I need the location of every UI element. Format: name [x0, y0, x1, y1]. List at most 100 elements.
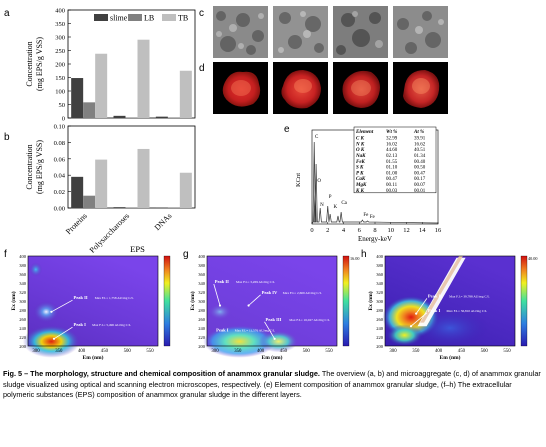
intensity-peak [29, 262, 43, 277]
x-tick-label: 12 [403, 227, 410, 234]
bar-TB [179, 70, 192, 118]
sem-image-4 [393, 6, 448, 58]
intensity-peak [411, 308, 489, 348]
y-tick-label: 220 [198, 335, 206, 340]
y-tick-label: 0.10 [54, 124, 65, 131]
table-cell: NaK [355, 154, 366, 159]
y-tick-label: 340 [198, 281, 206, 286]
legend-swatch-slime [94, 14, 108, 21]
panel-label-a: a [4, 8, 10, 19]
caption-label: Fig. 5 – The morphology, structure and c… [3, 369, 320, 378]
x-axis-label: Em (nm) [83, 354, 104, 361]
y-tick-label: 0.02 [54, 189, 65, 196]
x-tick-label: 450 [280, 349, 288, 354]
panel-label-b: b [4, 132, 10, 143]
table-cell: MgK [355, 183, 367, 188]
y-tick-label: 250 [55, 48, 65, 55]
colorbar [342, 255, 350, 347]
intensity-peak [259, 330, 298, 353]
peak-annotation-name: Peak I [428, 308, 441, 313]
y-tick-label: 0.04 [54, 173, 66, 180]
y-tick-label: 360 [376, 272, 384, 277]
x-tick-label: 0 [310, 227, 313, 234]
granule-optical [222, 71, 261, 107]
y-tick-label: 220 [376, 335, 384, 340]
chart-a-eps-concentration: 0 50 100 150 200 250 300 350 400 Concentration (mg… [25, 8, 196, 123]
category-label: DNAs [153, 211, 174, 232]
category-label: Polysaccharoses [88, 211, 131, 254]
panel-label-e: e [284, 124, 290, 135]
sem-texture [213, 6, 268, 58]
optical-image-3 [333, 62, 388, 114]
table-cell: 40.51 [414, 148, 426, 153]
x-tick-label: 550 [503, 349, 511, 354]
peak-label: C [315, 135, 319, 140]
table-cell: P K [356, 171, 364, 176]
y-tick-label: 260 [198, 317, 206, 322]
x-tick-label: 8 [373, 227, 376, 234]
legend-label-LB: LB [144, 14, 154, 23]
table-cell: 00.40 [414, 160, 426, 165]
y-tick-label: 50 [59, 102, 66, 109]
granule-optical [342, 70, 380, 108]
y-tick-label: 320 [19, 290, 27, 295]
table-cell: 00.17 [414, 177, 426, 182]
table-cell: 16.62 [414, 142, 426, 147]
legend-label-TB: TB [178, 14, 188, 23]
y-tick-label: 400 [198, 254, 206, 259]
table-cell: 00.01 [414, 189, 426, 194]
peak-annotation-name: Peak I [216, 328, 229, 333]
chart-h-eem-heatmap: 200 220 240 260 280 300 320 340 360 380 400 300 350 4… [367, 254, 537, 361]
table-cell: 01.00 [386, 171, 398, 176]
table-cell: CaK [356, 177, 366, 182]
table-cell: K K [355, 189, 365, 194]
peak-arrow-head [273, 337, 276, 340]
y-tick-label: 280 [376, 308, 384, 313]
peak-label: Fe [363, 213, 369, 218]
y-tick-label: 0.08 [54, 140, 65, 147]
peak-label: Fe [370, 215, 376, 220]
x-axis-label: Energy-keV [358, 235, 392, 243]
bar-slime [155, 116, 168, 118]
y-tick-label: 0.06 [54, 156, 66, 163]
y-tick-label: 0 [62, 116, 65, 123]
peak-annotation-value: Max F.I.= 1,758 AU/mg C/L [95, 296, 134, 301]
peak-annotation-value: Max F.I.= 5,496 AU/mg C/L [92, 323, 131, 328]
x-axis-label: Em (nm) [440, 354, 461, 361]
table-cell: S K [356, 166, 364, 171]
y-tick-label: 320 [376, 290, 384, 295]
colorbar-max-label: 40.00 [528, 256, 537, 261]
y-tick-label: 300 [376, 299, 384, 304]
y-tick-label: 240 [376, 326, 384, 331]
plot-frame [67, 9, 196, 119]
y-tick-label: 240 [19, 326, 27, 331]
x-tick-label: 300 [211, 349, 219, 354]
x-tick-label: 300 [389, 349, 397, 354]
y-tick-label: 340 [19, 281, 27, 286]
sem-texture [393, 6, 448, 58]
x-tick-label: 16 [435, 227, 442, 234]
peak-annotation-value: Max F.I.= 3,269 AU/mg C/L [236, 280, 275, 285]
peak-annotation-value: Max F.I.= 2,669 AU/mg C/L [283, 291, 322, 296]
peak-arrow [264, 321, 275, 340]
x-tick-label: 550 [325, 349, 333, 354]
optical-image-2 [273, 62, 328, 114]
bar-LB [167, 117, 180, 118]
peak-label: Ca [341, 201, 347, 206]
x-tick-label: 350 [55, 349, 63, 354]
legend-swatch-LB [128, 14, 142, 21]
y-tick-label: 0.00 [54, 206, 65, 213]
x-tick-label: 450 [458, 349, 466, 354]
colorbar [163, 255, 171, 347]
peak-arrow-head [247, 304, 250, 307]
panel-label-c: c [199, 8, 204, 19]
table-cell: 00.03 [386, 189, 398, 194]
y-tick-label: 320 [198, 290, 206, 295]
chart-f-eem-heatmap: 200 220 240 260 280 300 320 340 360 380 400 300 350 4… [10, 254, 171, 361]
plot-frame [27, 255, 159, 347]
chart-e-eds-spectrum: 0 2 4 6 8 10 12 14 16 Energy-keV KCnt C O NPK Ca Fe Fe El… [295, 126, 442, 243]
y-tick-label: 380 [198, 263, 206, 268]
peak-annotation-name: Peak II [428, 293, 442, 298]
x-tick-label: 6 [358, 227, 362, 234]
table-cell: 16.02 [386, 142, 398, 147]
